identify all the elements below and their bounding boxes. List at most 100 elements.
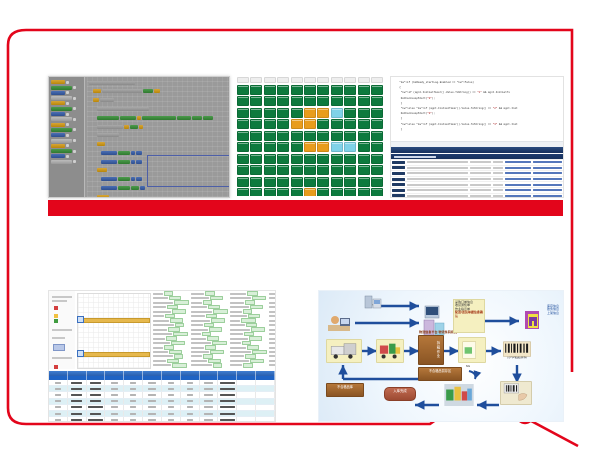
- code-line[interactable]: }: [393, 127, 403, 131]
- blocks-statement-row[interactable]: [97, 132, 227, 139]
- flow-node-shelve[interactable]: [443, 383, 475, 407]
- status-cell[interactable]: [277, 84, 290, 95]
- status-cell[interactable]: [304, 188, 316, 196]
- status-cell[interactable]: [371, 153, 383, 164]
- status-cell[interactable]: [344, 165, 357, 175]
- palette-item[interactable]: [51, 117, 82, 122]
- flow-node-scan[interactable]: [500, 381, 532, 405]
- table-cell[interactable]: [105, 392, 125, 398]
- block-segment[interactable]: [101, 159, 117, 164]
- table-cell[interactable]: [200, 404, 219, 410]
- flow-node-unload[interactable]: [376, 339, 404, 363]
- status-cell[interactable]: [250, 188, 263, 196]
- grid-filter-cell[interactable]: [200, 376, 219, 380]
- blocks-statement-row[interactable]: [97, 114, 227, 121]
- status-cell[interactable]: [237, 176, 249, 187]
- status-cell[interactable]: [330, 96, 343, 106]
- table-cell[interactable]: [143, 392, 162, 398]
- table-cell[interactable]: [124, 392, 144, 398]
- blocks-palette[interactable]: [49, 77, 85, 197]
- grid-column-header[interactable]: [68, 371, 87, 376]
- status-cell[interactable]: [237, 153, 249, 164]
- table-cell[interactable]: [68, 380, 87, 386]
- status-cell[interactable]: [263, 107, 276, 118]
- status-cell[interactable]: [317, 165, 330, 175]
- console-output-list[interactable]: [391, 153, 563, 197]
- block-segment[interactable]: [177, 115, 191, 120]
- status-cell[interactable]: [263, 84, 276, 95]
- table-cell[interactable]: [49, 398, 68, 404]
- status-cell[interactable]: [263, 165, 276, 175]
- grid-filter-cell[interactable]: [237, 376, 257, 380]
- block-segment[interactable]: [139, 124, 143, 129]
- table-row[interactable]: [49, 398, 275, 405]
- palette-chip[interactable]: [51, 112, 65, 117]
- palette-chip[interactable]: [51, 133, 65, 138]
- blocks-statement-row[interactable]: [93, 97, 227, 104]
- gantt-left-toolbar[interactable]: [49, 291, 75, 376]
- grid-column-header[interactable]: [200, 371, 219, 376]
- status-cell[interactable]: [290, 107, 303, 118]
- block-segment[interactable]: [118, 159, 130, 164]
- table-cell[interactable]: [218, 404, 238, 410]
- blocks-editor-screenshot[interactable]: [48, 76, 230, 198]
- status-cell[interactable]: [330, 142, 343, 152]
- table-cell[interactable]: [124, 380, 144, 386]
- table-cell[interactable]: [68, 392, 87, 398]
- block-segment[interactable]: [89, 80, 135, 85]
- block-segment[interactable]: [131, 159, 135, 164]
- status-cell[interactable]: [277, 165, 290, 175]
- table-cell[interactable]: [162, 417, 181, 421]
- palette-item[interactable]: [51, 80, 82, 85]
- block-segment[interactable]: [97, 133, 119, 138]
- table-cell[interactable]: [105, 380, 125, 386]
- block-segment[interactable]: [131, 150, 135, 155]
- blocks-statement-row[interactable]: [93, 88, 227, 95]
- blocks-statement-row[interactable]: [97, 140, 227, 147]
- status-cell[interactable]: [317, 130, 330, 141]
- table-cell[interactable]: [218, 392, 238, 398]
- status-cell[interactable]: [237, 107, 249, 118]
- status-cell[interactable]: [277, 96, 290, 106]
- status-cell[interactable]: [357, 142, 370, 152]
- blocks-statement-row[interactable]: [97, 167, 227, 174]
- block-segment[interactable]: [203, 115, 213, 120]
- flow-node-ng_store[interactable]: [326, 383, 364, 397]
- console-row[interactable]: [391, 177, 563, 183]
- status-cell[interactable]: [290, 84, 303, 95]
- palette-chip[interactable]: [51, 80, 65, 85]
- block-segment[interactable]: [93, 89, 101, 94]
- palette-item[interactable]: [51, 154, 82, 159]
- table-cell[interactable]: [105, 417, 125, 421]
- grid-column-header[interactable]: [143, 371, 162, 376]
- table-row[interactable]: [49, 417, 275, 421]
- status-cell[interactable]: [290, 96, 303, 106]
- block-segment[interactable]: [140, 185, 145, 190]
- table-cell[interactable]: [181, 417, 200, 421]
- status-cell[interactable]: [304, 96, 316, 106]
- status-cell[interactable]: [237, 130, 249, 141]
- code-horizontal-scrollbar[interactable]: [391, 141, 563, 147]
- palette-chip[interactable]: [51, 127, 72, 132]
- status-cell[interactable]: [371, 130, 383, 141]
- status-cell[interactable]: [330, 130, 343, 141]
- status-cell[interactable]: [290, 165, 303, 175]
- block-segment[interactable]: [97, 142, 105, 147]
- palette-item[interactable]: [51, 149, 82, 154]
- table-cell[interactable]: [143, 410, 162, 417]
- palette-item[interactable]: [51, 138, 82, 143]
- block-segment[interactable]: [143, 89, 153, 94]
- table-cell[interactable]: [87, 404, 106, 410]
- flow-node-server[interactable]: [523, 309, 543, 333]
- table-cell[interactable]: [68, 398, 87, 404]
- palette-item[interactable]: [51, 96, 82, 101]
- table-cell[interactable]: [218, 386, 238, 392]
- flow-node-ng_area[interactable]: [418, 367, 462, 381]
- blocks-statement-row[interactable]: [101, 184, 227, 191]
- table-cell[interactable]: [218, 380, 238, 386]
- status-cell[interactable]: [250, 142, 263, 152]
- status-cell[interactable]: [371, 84, 383, 95]
- console-row[interactable]: [391, 171, 563, 177]
- table-cell[interactable]: [237, 380, 257, 386]
- table-cell[interactable]: [237, 392, 257, 398]
